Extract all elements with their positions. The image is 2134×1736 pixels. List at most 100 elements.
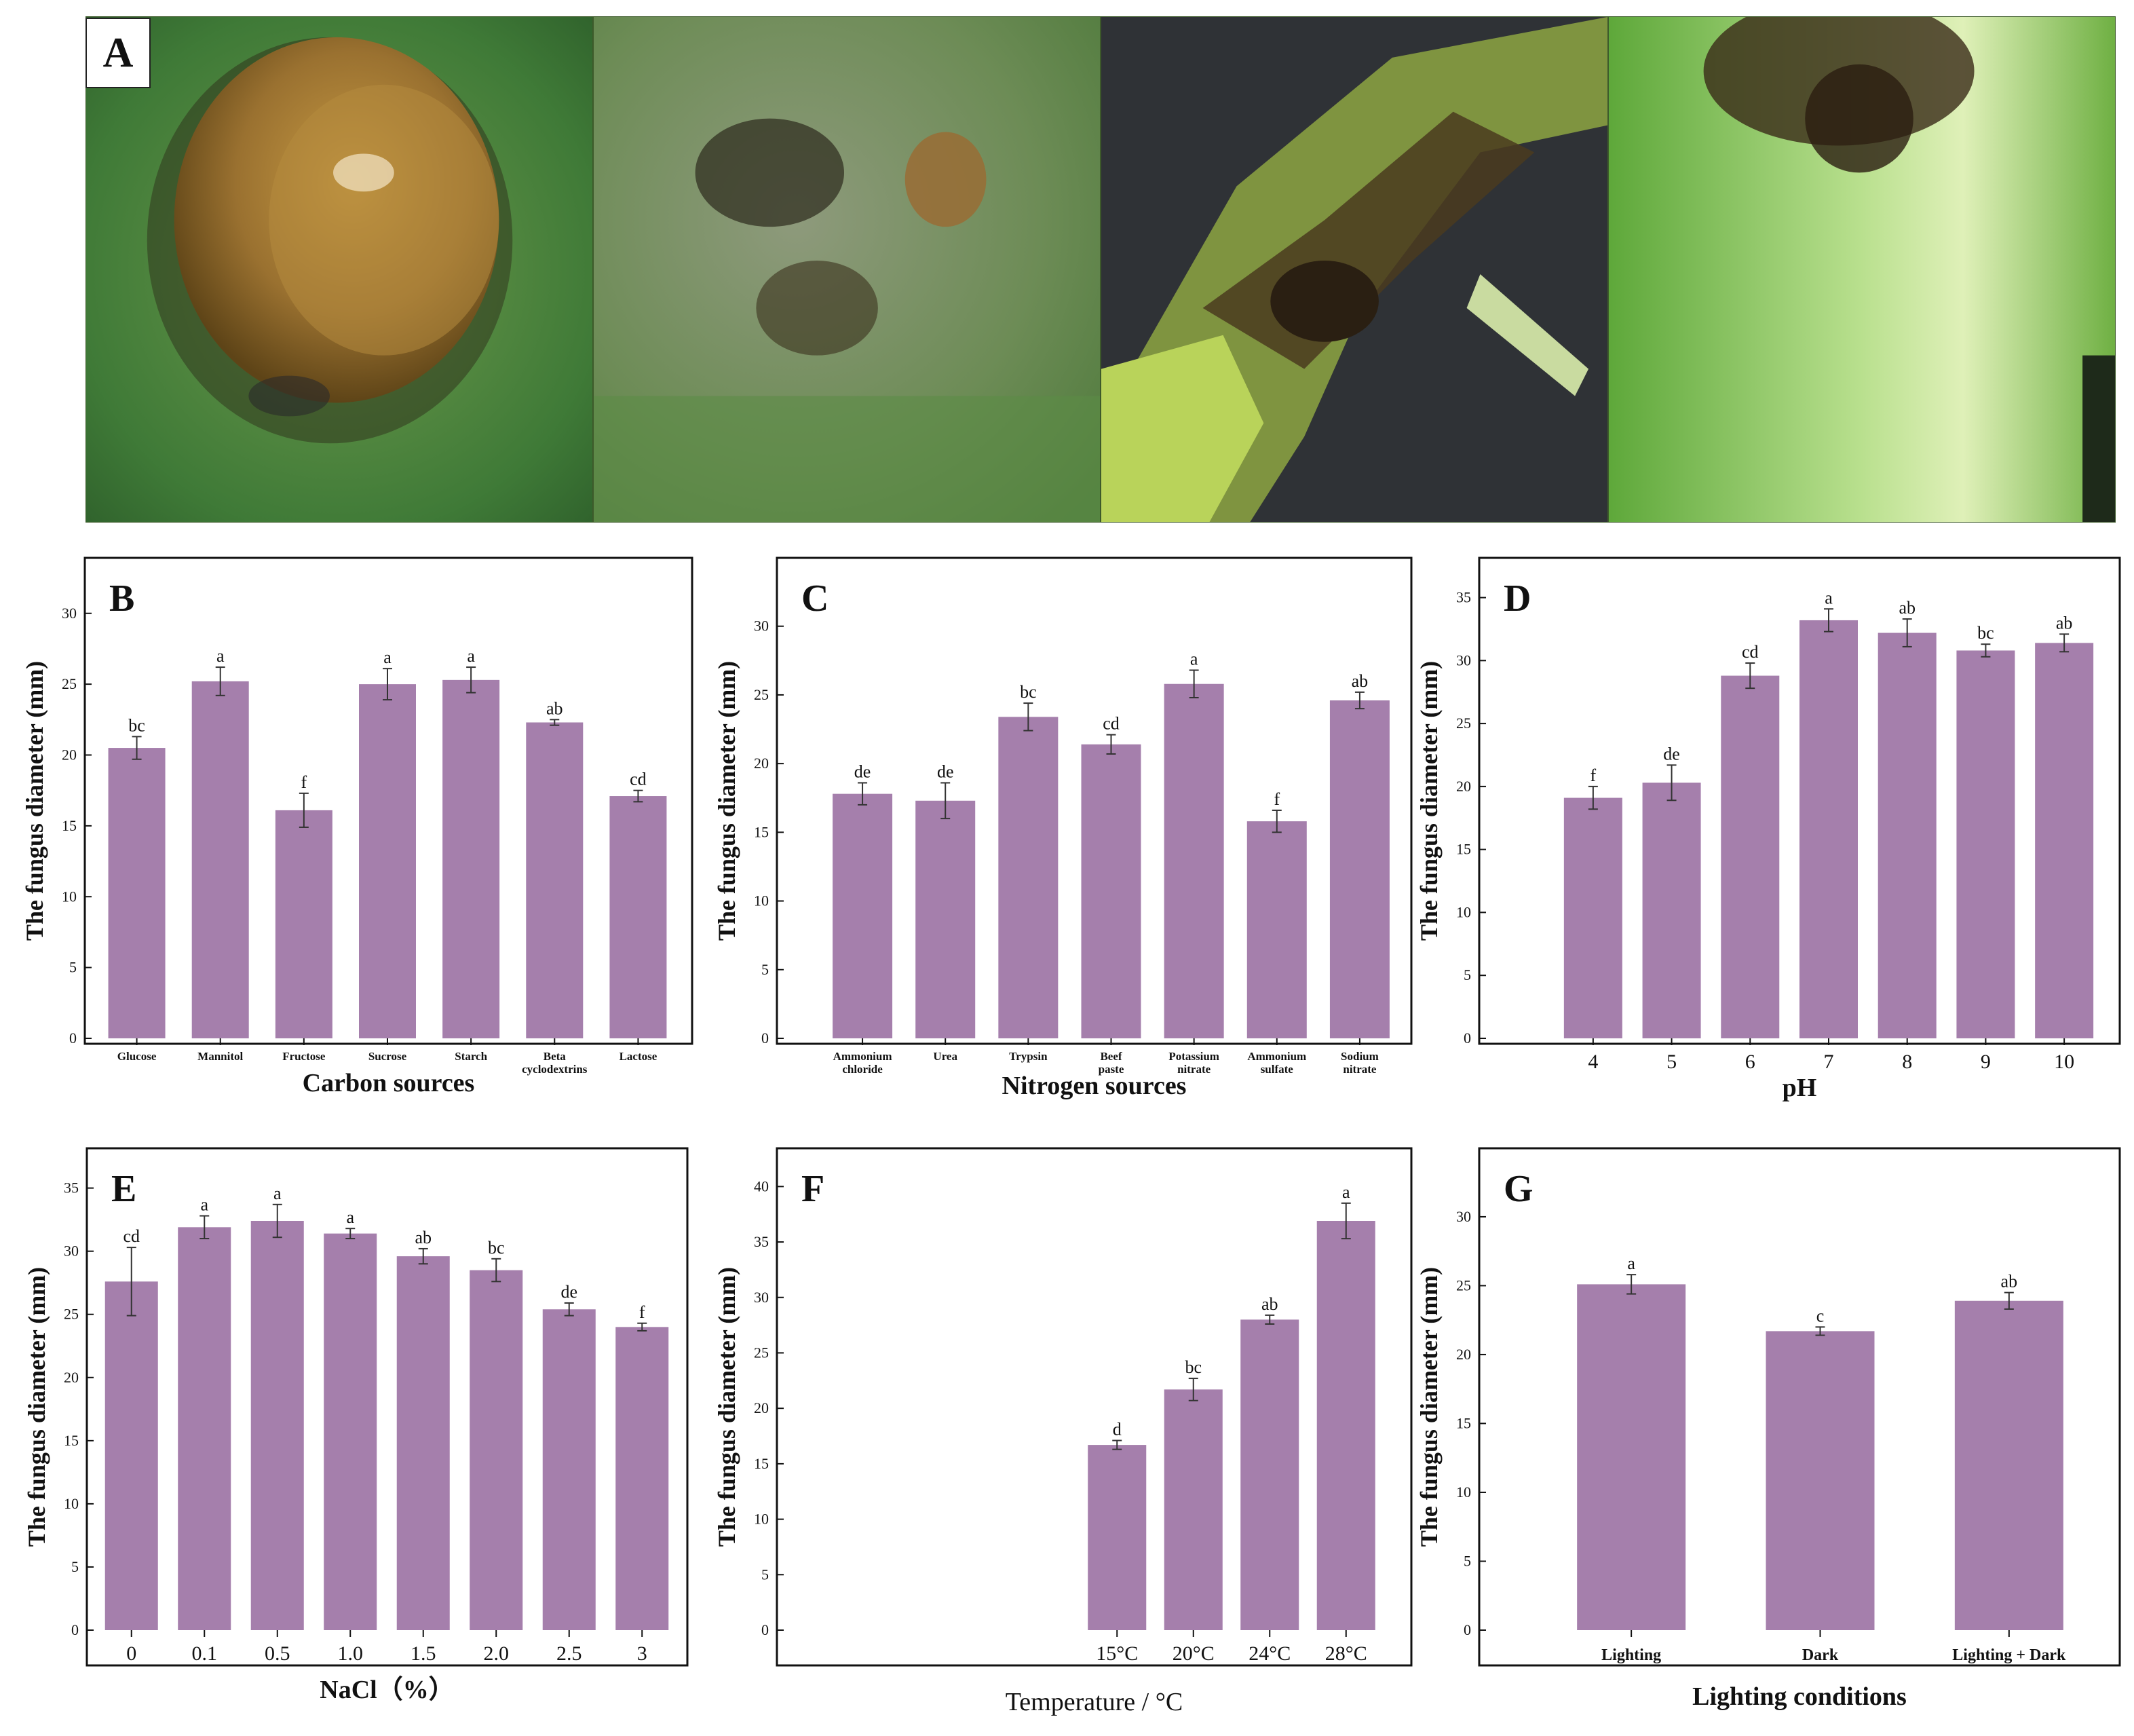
y-tick-label: 35 xyxy=(754,1233,769,1250)
bar xyxy=(1954,1300,2063,1630)
x-tick-label: 0.5 xyxy=(265,1642,290,1665)
significance-letter: cd xyxy=(1742,642,1759,662)
panel-a-letter: A xyxy=(85,18,151,88)
plot-frame xyxy=(776,1147,1413,1667)
y-tick-label: 30 xyxy=(62,605,77,622)
y-axis-label: The fungus diameter (mm) xyxy=(1415,661,1443,941)
x-tick-label: nitrate xyxy=(1343,1063,1377,1076)
chart-carbon-sources: 0 5 10 15 20 25 30 The fungus diameter (mm) Bbc G… xyxy=(21,556,693,1097)
x-tick-label: 9 xyxy=(1981,1051,1991,1073)
bar xyxy=(915,800,976,1038)
y-tick-label: 25 xyxy=(754,686,769,703)
y-tick-label: 5 xyxy=(761,961,769,978)
panel-letter: E xyxy=(111,1168,136,1210)
y-tick-label: 15 xyxy=(754,823,769,840)
bar xyxy=(1164,683,1224,1038)
x-tick-label: Ammonium xyxy=(833,1050,892,1063)
y-tick-label: 5 xyxy=(71,1558,79,1575)
x-tick-label: 2.5 xyxy=(556,1642,582,1665)
y-tick-label: 10 xyxy=(1456,1484,1471,1501)
bar xyxy=(609,796,667,1038)
bar xyxy=(1799,620,1858,1038)
significance-letter: de xyxy=(937,761,954,781)
significance-letter: a xyxy=(383,647,392,667)
x-tick-label: Trypsin xyxy=(1009,1050,1048,1063)
x-tick-label: Lighting + Dark xyxy=(1952,1646,2066,1664)
y-tick-label: 10 xyxy=(62,888,77,905)
y-tick-label: 30 xyxy=(1456,652,1471,668)
x-tick-label: Beta xyxy=(544,1050,567,1063)
bar xyxy=(250,1221,304,1630)
significance-letter: ab xyxy=(1261,1294,1278,1314)
significance-letter: a xyxy=(467,646,475,666)
significance-letter: a xyxy=(273,1184,282,1203)
significance-letter: bc xyxy=(1020,682,1037,702)
bar xyxy=(104,1281,158,1630)
bar xyxy=(1642,782,1701,1038)
significance-letter: a xyxy=(1627,1253,1635,1273)
x-tick-label: Starch xyxy=(455,1050,487,1063)
y-tick-label: 0 xyxy=(69,1030,77,1046)
x-tick-label: sulfate xyxy=(1261,1063,1294,1076)
photo-amber-droplet xyxy=(85,16,593,523)
panel-letter: C xyxy=(801,578,828,620)
y-tick-label: 20 xyxy=(1456,778,1471,795)
y-tick-label: 15 xyxy=(1456,1414,1471,1431)
bar xyxy=(1088,1445,1147,1630)
x-tick-label: chloride xyxy=(842,1063,883,1076)
x-tick-label: Mannitol xyxy=(197,1050,243,1063)
significance-letter: f xyxy=(1590,766,1597,785)
significance-letter: bc xyxy=(128,715,145,735)
plot-frame xyxy=(1478,556,2121,1045)
y-tick-label: 5 xyxy=(1464,1552,1471,1569)
x-tick-label: 3 xyxy=(637,1642,647,1665)
significance-letter: a xyxy=(346,1207,354,1227)
significance-letter: d xyxy=(1113,1420,1122,1439)
significance-letter: ab xyxy=(2056,613,2073,633)
x-tick-label: 4 xyxy=(1588,1051,1598,1073)
significance-letter: cd xyxy=(123,1226,140,1246)
y-tick-label: 15 xyxy=(1456,841,1471,858)
y-tick-label: 35 xyxy=(1456,589,1471,606)
y-tick-label: 25 xyxy=(754,1344,769,1361)
plot-frame xyxy=(85,1147,689,1667)
x-axis-label: Nitrogen sources xyxy=(1002,1072,1187,1100)
y-tick-label: 0 xyxy=(1464,1621,1471,1638)
chart-lighting: 0 5 10 15 20 25 30 The fungus diameter (mm) Ga Li… xyxy=(1415,1147,2121,1711)
x-tick-label: Glucose xyxy=(117,1050,157,1063)
significance-letter: de xyxy=(1663,744,1680,763)
bar xyxy=(1766,1331,1875,1630)
bar xyxy=(178,1227,231,1630)
bar xyxy=(1329,700,1390,1038)
significance-letter: a xyxy=(1342,1182,1350,1202)
bar xyxy=(1246,821,1307,1038)
x-tick-label: paste xyxy=(1099,1063,1124,1076)
significance-letter: bc xyxy=(1977,623,1994,643)
y-tick-label: 20 xyxy=(754,755,769,772)
y-tick-label: 10 xyxy=(64,1495,79,1512)
significance-letter: ab xyxy=(2001,1272,2018,1291)
bar xyxy=(470,1270,523,1630)
x-tick-label: 24°C xyxy=(1249,1642,1291,1665)
bar xyxy=(542,1309,596,1630)
bar xyxy=(1081,744,1141,1038)
panel-letter: B xyxy=(109,578,134,620)
y-axis-label: The fungus diameter (mm) xyxy=(713,1267,740,1547)
x-tick-label: 10 xyxy=(2054,1051,2074,1073)
bar xyxy=(1240,1319,1299,1630)
x-tick-label: 15°C xyxy=(1096,1642,1138,1665)
x-tick-label: Ammonium xyxy=(1247,1050,1306,1063)
y-tick-label: 0 xyxy=(71,1621,79,1638)
y-tick-label: 5 xyxy=(69,959,77,976)
bar xyxy=(1316,1221,1375,1630)
y-tick-label: 0 xyxy=(1464,1030,1471,1046)
x-tick-label: cyclodextrins xyxy=(522,1063,588,1076)
x-tick-label: Urea xyxy=(933,1050,957,1063)
y-tick-label: 30 xyxy=(754,618,769,635)
y-tick-label: 15 xyxy=(64,1432,79,1449)
y-axis-label: The fungus diameter (mm) xyxy=(21,661,48,941)
x-tick-label: 1.5 xyxy=(411,1642,436,1665)
bar xyxy=(1721,675,1780,1038)
y-tick-label: 25 xyxy=(64,1306,79,1323)
bar xyxy=(615,1327,669,1630)
